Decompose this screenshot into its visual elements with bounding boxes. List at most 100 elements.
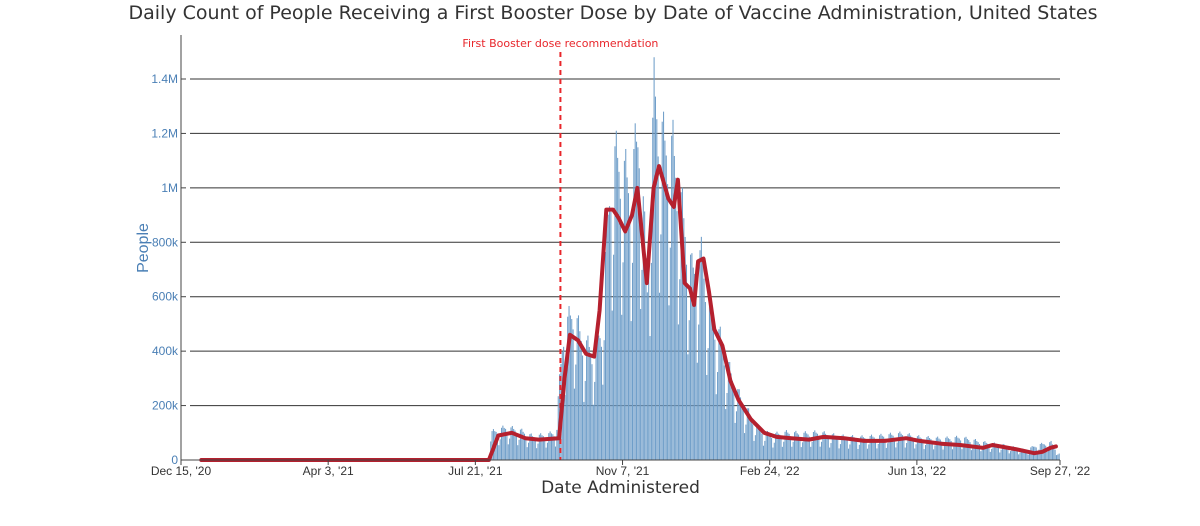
daily-bar (1046, 451, 1048, 460)
daily-bar (577, 315, 580, 460)
daily-bar (804, 431, 806, 460)
daily-bar (966, 438, 968, 460)
daily-bar (603, 340, 605, 460)
daily-bar (525, 436, 527, 460)
daily-bar (522, 431, 524, 460)
daily-bar (808, 436, 810, 460)
daily-bar (638, 168, 640, 460)
daily-bar (677, 324, 679, 460)
daily-bar (833, 433, 835, 460)
daily-bar (877, 443, 879, 460)
daily-bar (553, 436, 555, 460)
daily-bar (1024, 450, 1026, 460)
daily-bar (529, 434, 531, 460)
daily-bar (580, 340, 582, 460)
daily-bar (915, 444, 917, 460)
daily-bar (889, 432, 891, 460)
daily-bar (850, 436, 852, 460)
daily-bar (884, 438, 886, 460)
daily-bar (762, 445, 764, 460)
daily-bar (710, 296, 712, 460)
daily-bar (1027, 454, 1029, 460)
daily-bar (783, 441, 785, 460)
daily-bar (856, 440, 858, 460)
daily-bar (854, 438, 856, 460)
daily-bar (604, 251, 607, 460)
daily-bar (704, 302, 706, 460)
daily-bar (606, 215, 608, 460)
daily-bar (700, 236, 702, 460)
x-tick-label: Jun 13, '22 (888, 464, 947, 478)
daily-bar (610, 211, 612, 460)
daily-bar (965, 436, 967, 460)
daily-bar (637, 147, 639, 460)
daily-bar (777, 433, 779, 460)
daily-bar (842, 434, 844, 460)
daily-bar (575, 364, 577, 460)
daily-bar (802, 442, 804, 460)
daily-bar (891, 434, 893, 460)
x-tick-label: Feb 24, '22 (740, 464, 800, 478)
daily-bar (542, 436, 544, 460)
daily-bar (792, 441, 794, 460)
daily-bar (931, 441, 933, 460)
daily-bar (727, 362, 729, 460)
x-axis-label: Date Administered (541, 478, 700, 498)
daily-bar (806, 433, 808, 460)
daily-bar (517, 445, 519, 460)
daily-bar (592, 404, 594, 460)
daily-bar (545, 447, 547, 460)
daily-bar (1011, 446, 1013, 460)
daily-bar (810, 446, 812, 460)
daily-bar (879, 435, 881, 460)
daily-bar (995, 444, 997, 460)
daily-bar (941, 441, 943, 460)
daily-bar (1022, 448, 1024, 460)
daily-bar (625, 148, 627, 460)
daily-bar (722, 351, 724, 460)
daily-bar (825, 433, 827, 460)
daily-bar (515, 433, 517, 460)
daily-bar (491, 431, 493, 460)
daily-bar (756, 424, 758, 460)
daily-bar (819, 446, 821, 460)
daily-bar (511, 425, 513, 460)
daily-bar (583, 401, 585, 460)
daily-bar (719, 326, 721, 460)
daily-bar (897, 433, 900, 460)
daily-bar (598, 335, 600, 460)
daily-bar (958, 438, 960, 460)
daily-bar (749, 414, 751, 460)
daily-bar (834, 435, 836, 460)
daily-bar (669, 247, 671, 460)
daily-bar (781, 446, 783, 460)
daily-bar (565, 368, 567, 460)
daily-bar (627, 193, 629, 461)
daily-bar (680, 192, 682, 460)
daily-bar (1054, 449, 1056, 460)
daily-bar (852, 435, 854, 460)
daily-bar (919, 437, 921, 460)
daily-bar (654, 96, 656, 460)
daily-bar (652, 117, 654, 460)
daily-bar (646, 292, 648, 460)
daily-bar (902, 435, 904, 460)
daily-bar (970, 450, 972, 460)
x-tick-label: Dec 15, '20 (151, 464, 212, 478)
daily-bar (865, 440, 867, 460)
daily-bar (630, 321, 632, 460)
daily-bar (951, 449, 954, 460)
daily-bar (839, 444, 841, 460)
daily-bar (831, 434, 833, 460)
daily-bar (764, 440, 766, 460)
daily-bar (536, 448, 538, 460)
daily-bar (1023, 449, 1025, 460)
daily-bar (748, 408, 750, 460)
daily-bar (548, 433, 550, 460)
daily-bar (538, 434, 540, 460)
daily-bar (869, 435, 871, 460)
daily-bar (549, 431, 551, 460)
daily-bar (564, 394, 566, 460)
daily-bar (622, 262, 624, 460)
daily-bar (712, 323, 715, 460)
